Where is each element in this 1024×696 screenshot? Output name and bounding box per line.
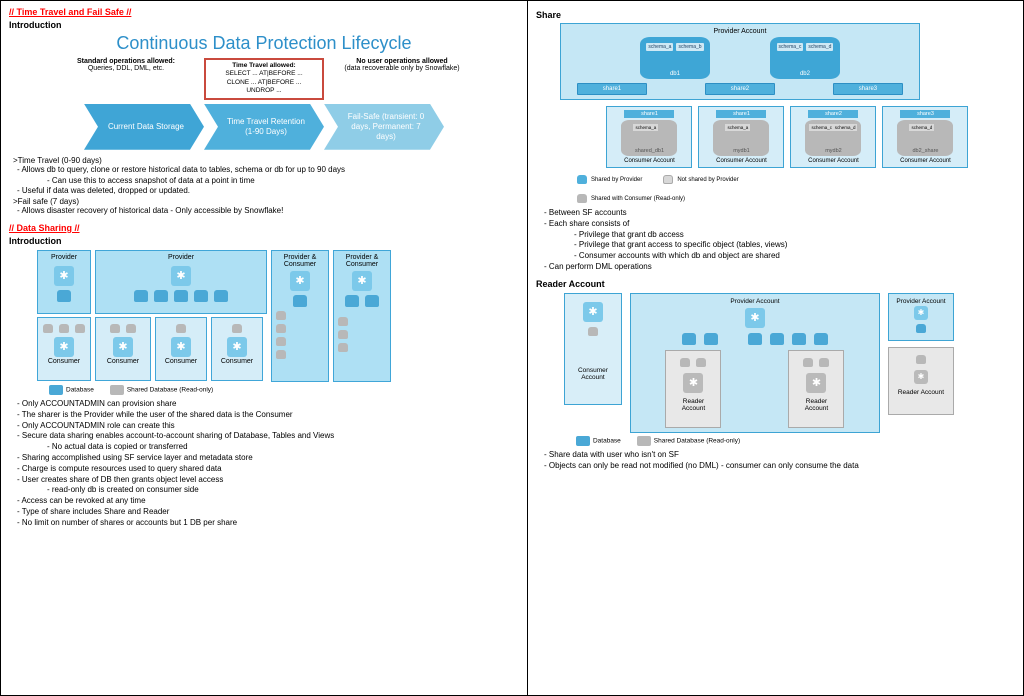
section-title-ds: // Data Sharing // (9, 223, 519, 233)
snowflake-icon: ✱ (171, 266, 191, 286)
reader-legend: Database Shared Database (Read-only) (576, 436, 1015, 446)
left-column: // Time Travel and Fail Safe // Introduc… (1, 1, 528, 695)
ra-reader-2: ✱ Reader Account (788, 350, 844, 428)
snowflake-icon: ✱ (745, 308, 765, 328)
tt-bullets: Allows db to query, clone or restore his… (9, 165, 519, 197)
snowflake-icon: ✱ (352, 271, 372, 291)
lifecycle-title: Continuous Data Protection Lifecycle (9, 33, 519, 54)
ra-reader-1: ✱ Reader Account (665, 350, 721, 428)
provider-consumer-2: Provider & Consumer ✱ (333, 250, 391, 382)
consumer-row: share1 schema_ashared_db1 Consumer Accou… (560, 106, 1015, 168)
snowflake-icon: ✱ (914, 306, 928, 320)
db2: schema_cschema_d db2 (770, 37, 840, 79)
section-title-ttfs: // Time Travel and Fail Safe // (9, 7, 519, 17)
reader-heading: Reader Account (536, 279, 1015, 289)
consumer-acc-2: share1 schema_amydb1 Consumer Account (698, 106, 784, 168)
share1: share1 (577, 83, 647, 95)
share-heading: Share (536, 10, 1015, 20)
snowflake-icon: ✱ (227, 337, 247, 357)
snowflake-icon: ✱ (914, 370, 928, 384)
consumer-acc-1: share1 schema_ashared_db1 Consumer Accou… (606, 106, 692, 168)
provider-box-1: Provider ✱ (37, 250, 91, 314)
snowflake-icon: ✱ (290, 271, 310, 291)
chev-timetravel: Time Travel Retention (1-90 Days) (204, 104, 324, 150)
tt-heading: >Time Travel (0-90 days) (13, 156, 519, 165)
share2: share2 (705, 83, 775, 95)
fs-bullets: Allows disaster recovery of historical d… (9, 206, 519, 217)
consumer-box-1: ✱ Consumer (37, 317, 91, 381)
snowflake-icon: ✱ (171, 337, 191, 357)
ra-provider-main: Provider Account ✱ ✱ Reader Account ✱ Re… (630, 293, 880, 433)
reader-bullets: Share data with user who isn't on SF Obj… (536, 450, 1015, 472)
fs-heading: >Fail safe (7 days) (13, 197, 519, 206)
snowflake-icon: ✱ (583, 302, 603, 322)
legend-left: Database Shared Database (Read-only) (49, 385, 519, 395)
ra-reader-3: ✱ Reader Account (888, 347, 954, 415)
chev-current: Current Data Storage (84, 104, 204, 150)
snowflake-icon: ✱ (54, 266, 74, 286)
share3: share3 (833, 83, 903, 95)
intro-1: Introduction (9, 20, 519, 30)
ds-bullets: Only ACCOUNTADMIN can provision share Th… (9, 399, 519, 529)
snowflake-icon: ✱ (54, 337, 74, 357)
db1: schema_aschema_b db1 (640, 37, 710, 79)
tt-allowed-box: Time Travel allowed: SELECT ... AT|BEFOR… (204, 58, 324, 100)
chevron-row: Current Data Storage Time Travel Retenti… (9, 104, 519, 150)
intro-2: Introduction (9, 236, 519, 246)
lifecycle-top-row: Standard operations allowed: Queries, DD… (9, 58, 519, 100)
std-ops: Standard operations allowed: Queries, DD… (66, 58, 186, 72)
reader-diagram: ✱ Consumer Account Provider Account ✱ ✱ … (564, 293, 1015, 433)
chev-failsafe: Fail-Safe (transient: 0 days, Permanent:… (324, 104, 444, 150)
provider-box-2: Provider ✱ (95, 250, 267, 314)
ra-provider-side: Provider Account ✱ (888, 293, 954, 341)
share-legend: Shared by Provider Not shared by Provide… (576, 174, 836, 204)
consumer-acc-4: share3 schema_ddb2_share Consumer Accoun… (882, 106, 968, 168)
snowflake-icon: ✱ (113, 337, 133, 357)
data-sharing-diagram: Provider ✱ ✱ Consumer Provider ✱ ✱ Consu… (37, 250, 519, 382)
consumer-acc-3: share2 schema_cschema_dmydb2 Consumer Ac… (790, 106, 876, 168)
share-diagram: Provider Account schema_aschema_b db1 sc… (560, 23, 1015, 168)
snowflake-icon: ✱ (683, 373, 703, 393)
consumer-box-3: ✱ Consumer (155, 317, 207, 381)
share-bullets: Between SF accounts Each share consists … (536, 208, 1015, 273)
provider-consumer-1: Provider & Consumer ✱ (271, 250, 329, 382)
consumer-box-4: ✱ Consumer (211, 317, 263, 381)
no-ops: No user operations allowed (data recover… (342, 58, 462, 72)
right-column: Share Provider Account schema_aschema_b … (528, 1, 1023, 695)
ra-consumer: ✱ Consumer Account (564, 293, 622, 405)
provider-account-box: Provider Account schema_aschema_b db1 sc… (560, 23, 920, 100)
snowflake-icon: ✱ (806, 373, 826, 393)
consumer-box-2: ✱ Consumer (95, 317, 151, 381)
